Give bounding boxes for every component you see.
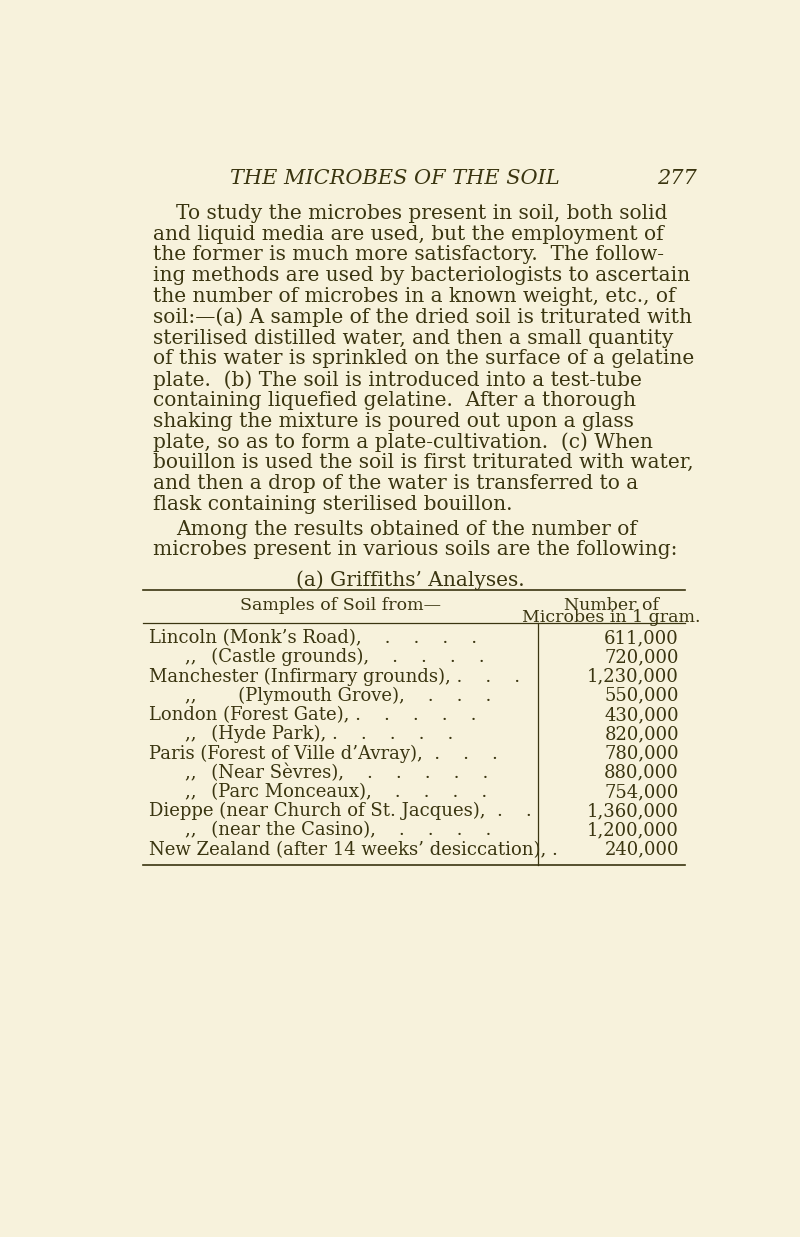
- Text: the former is much more satisfactory.  The follow-: the former is much more satisfactory. Th…: [153, 245, 664, 265]
- Text: Among the results obtained of the number of: Among the results obtained of the number…: [176, 520, 637, 538]
- Text: Microbes in 1 gram.: Microbes in 1 gram.: [522, 609, 701, 626]
- Text: ,,  (Castle grounds),    .    .    .    .: ,, (Castle grounds), . . . .: [149, 648, 485, 667]
- Text: Dieppe (near Church of St. Jacques),  .    .: Dieppe (near Church of St. Jacques), . .: [149, 802, 531, 820]
- Text: 240,000: 240,000: [605, 841, 679, 858]
- Text: plate.  (b) The soil is introduced into a test-tube: plate. (b) The soil is introduced into a…: [153, 370, 642, 390]
- Text: 277: 277: [658, 169, 698, 188]
- Text: ,,  (near the Casino),    .    .    .    .: ,, (near the Casino), . . . .: [149, 821, 491, 840]
- Text: ,,   (Plymouth Grove),    .    .    .: ,, (Plymouth Grove), . . .: [149, 687, 491, 705]
- Text: 780,000: 780,000: [604, 745, 679, 762]
- Text: of this water is sprinkled on the surface of a gelatine: of this water is sprinkled on the surfac…: [153, 349, 694, 369]
- Text: ,,  (Parc Monceaux),    .    .    .    .: ,, (Parc Monceaux), . . . .: [149, 783, 487, 800]
- Text: 1,200,000: 1,200,000: [587, 821, 679, 840]
- Text: Paris (Forest of Ville d’Avray),  .    .    .: Paris (Forest of Ville d’Avray), . . .: [149, 745, 498, 763]
- Text: ing methods are used by bacteriologists to ascertain: ing methods are used by bacteriologists …: [153, 266, 690, 286]
- Text: the number of microbes in a known weight, etc., of: the number of microbes in a known weight…: [153, 287, 675, 306]
- Text: Lincoln (Monk’s Road),    .    .    .    .: Lincoln (Monk’s Road), . . . .: [149, 628, 477, 647]
- Text: sterilised distilled water, and then a small quantity: sterilised distilled water, and then a s…: [153, 329, 673, 348]
- Text: 611,000: 611,000: [604, 628, 679, 647]
- Text: 1,360,000: 1,360,000: [587, 802, 679, 820]
- Text: 880,000: 880,000: [604, 763, 679, 782]
- Text: ,,  (Near Sèvres),    .    .    .    .    .: ,, (Near Sèvres), . . . . .: [149, 763, 488, 782]
- Text: 720,000: 720,000: [605, 648, 679, 667]
- Text: THE MICROBES OF THE SOIL: THE MICROBES OF THE SOIL: [230, 169, 559, 188]
- Text: 550,000: 550,000: [605, 687, 679, 705]
- Text: Samples of Soil from—: Samples of Soil from—: [240, 596, 441, 614]
- Text: Manchester (Infirmary grounds), .    .    .: Manchester (Infirmary grounds), . . .: [149, 668, 520, 685]
- Text: 820,000: 820,000: [604, 725, 679, 743]
- Text: and then a drop of the water is transferred to a: and then a drop of the water is transfer…: [153, 474, 638, 494]
- Text: plate, so as to form a plate-cultivation.  (c) When: plate, so as to form a plate-cultivation…: [153, 433, 653, 453]
- Text: Number of: Number of: [564, 596, 659, 614]
- Text: 754,000: 754,000: [605, 783, 679, 800]
- Text: flask containing sterilised bouillon.: flask containing sterilised bouillon.: [153, 495, 512, 513]
- Text: (a) Griffiths’ Analyses.: (a) Griffiths’ Analyses.: [296, 570, 524, 590]
- Text: and liquid media are used, but the employment of: and liquid media are used, but the emplo…: [153, 225, 663, 244]
- Text: bouillon is used the soil is first triturated with water,: bouillon is used the soil is first tritu…: [153, 453, 694, 473]
- Text: ,,  (Hyde Park), .    .    .    .    .: ,, (Hyde Park), . . . . .: [149, 725, 453, 743]
- Text: soil:—(a) A sample of the dried soil is triturated with: soil:—(a) A sample of the dried soil is …: [153, 308, 692, 328]
- Text: New Zealand (after 14 weeks’ desiccation), .: New Zealand (after 14 weeks’ desiccation…: [149, 841, 558, 858]
- Text: shaking the mixture is poured out upon a glass: shaking the mixture is poured out upon a…: [153, 412, 634, 430]
- Text: 1,230,000: 1,230,000: [587, 668, 679, 685]
- Text: London (Forest Gate), .    .    .    .    .: London (Forest Gate), . . . . .: [149, 706, 476, 724]
- Text: microbes present in various soils are the following:: microbes present in various soils are th…: [153, 541, 677, 559]
- Text: To study the microbes present in soil, both solid: To study the microbes present in soil, b…: [176, 204, 667, 223]
- Text: containing liquefied gelatine.  After a thorough: containing liquefied gelatine. After a t…: [153, 391, 636, 409]
- Text: 430,000: 430,000: [604, 706, 679, 724]
